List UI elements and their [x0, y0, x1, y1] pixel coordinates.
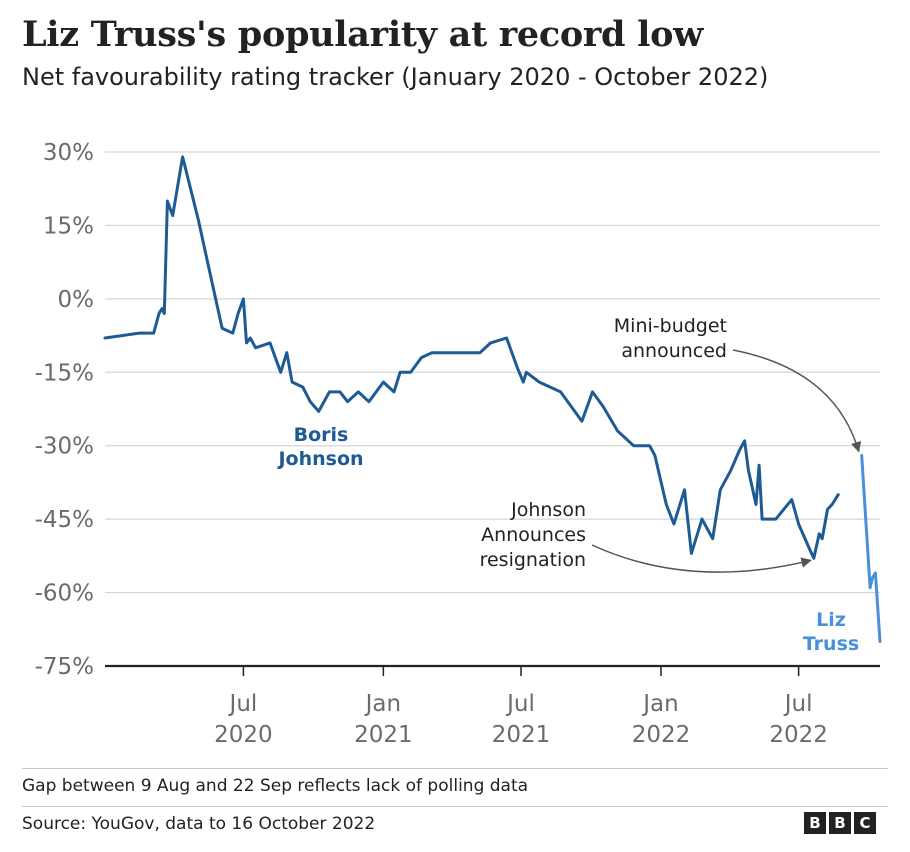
footnote: Gap between 9 Aug and 22 Sep reflects la… — [22, 776, 529, 796]
footer-divider — [22, 768, 888, 769]
x-axis: Jul 2020 Jan 2021 Jul 2021 Jan 2022 Jul 2022 — [214, 666, 828, 748]
annotation-text: resignation — [480, 549, 586, 571]
series-lines — [103, 155, 882, 643]
x-tick-label: 2022 — [769, 722, 828, 748]
source-divider — [22, 806, 888, 807]
y-tick-label: 30% — [43, 140, 94, 166]
logo-letter-b1: B — [804, 812, 826, 834]
series-line-boris-johnson — [103, 155, 840, 560]
annotations: Mini-budget announced Johnson Announces resi… — [480, 315, 862, 573]
y-axis: 30% 15% 0% -15% -30% -45% -60% -75% — [35, 140, 94, 680]
x-tick-label: 2021 — [354, 722, 413, 748]
annotation-text: Mini-budget — [614, 315, 727, 337]
logo-letter-b2: B — [829, 812, 851, 834]
series-label: Liz — [816, 609, 846, 631]
y-tick-label: -60% — [35, 581, 94, 607]
annotation-text: Johnson — [510, 499, 586, 521]
y-tick-label: 15% — [43, 213, 94, 239]
series-label: Boris — [294, 424, 349, 446]
annotation-text: Announces — [481, 524, 586, 546]
series-line-liz-truss — [860, 454, 882, 643]
logo-letter-c: C — [854, 812, 876, 834]
y-tick-label: -15% — [35, 360, 94, 386]
line-chart: 30% 15% 0% -15% -30% -45% -60% -75% Jul 2020 Jan 2… — [35, 140, 882, 748]
annotation-arrow — [591, 544, 812, 573]
y-tick-label: -30% — [35, 434, 94, 460]
gridlines — [105, 151, 880, 668]
annotation-arrow — [732, 349, 862, 453]
series-label: Truss — [803, 633, 859, 655]
x-tick-label: Jul — [783, 691, 813, 717]
x-tick-label: Jul — [505, 691, 535, 717]
x-tick-label: 2020 — [214, 722, 273, 748]
x-tick-label: Jul — [228, 691, 258, 717]
x-tick-label: Jan — [364, 691, 401, 717]
y-tick-label: 0% — [58, 287, 95, 313]
chart-subtitle: Net favourability rating tracker (Januar… — [22, 63, 769, 91]
x-tick-label: 2021 — [492, 722, 551, 748]
x-tick-label: 2022 — [632, 722, 691, 748]
y-tick-label: -75% — [35, 654, 94, 680]
chart-title: Liz Truss's popularity at record low — [22, 14, 703, 55]
annotation-text: announced — [621, 340, 727, 362]
x-tick-label: Jan — [641, 691, 678, 717]
y-tick-label: -45% — [35, 507, 94, 533]
series-label: Johnson — [276, 448, 363, 470]
bbc-logo: B B C — [804, 812, 876, 834]
source-line: Source: YouGov, data to 16 October 2022 — [22, 814, 376, 834]
